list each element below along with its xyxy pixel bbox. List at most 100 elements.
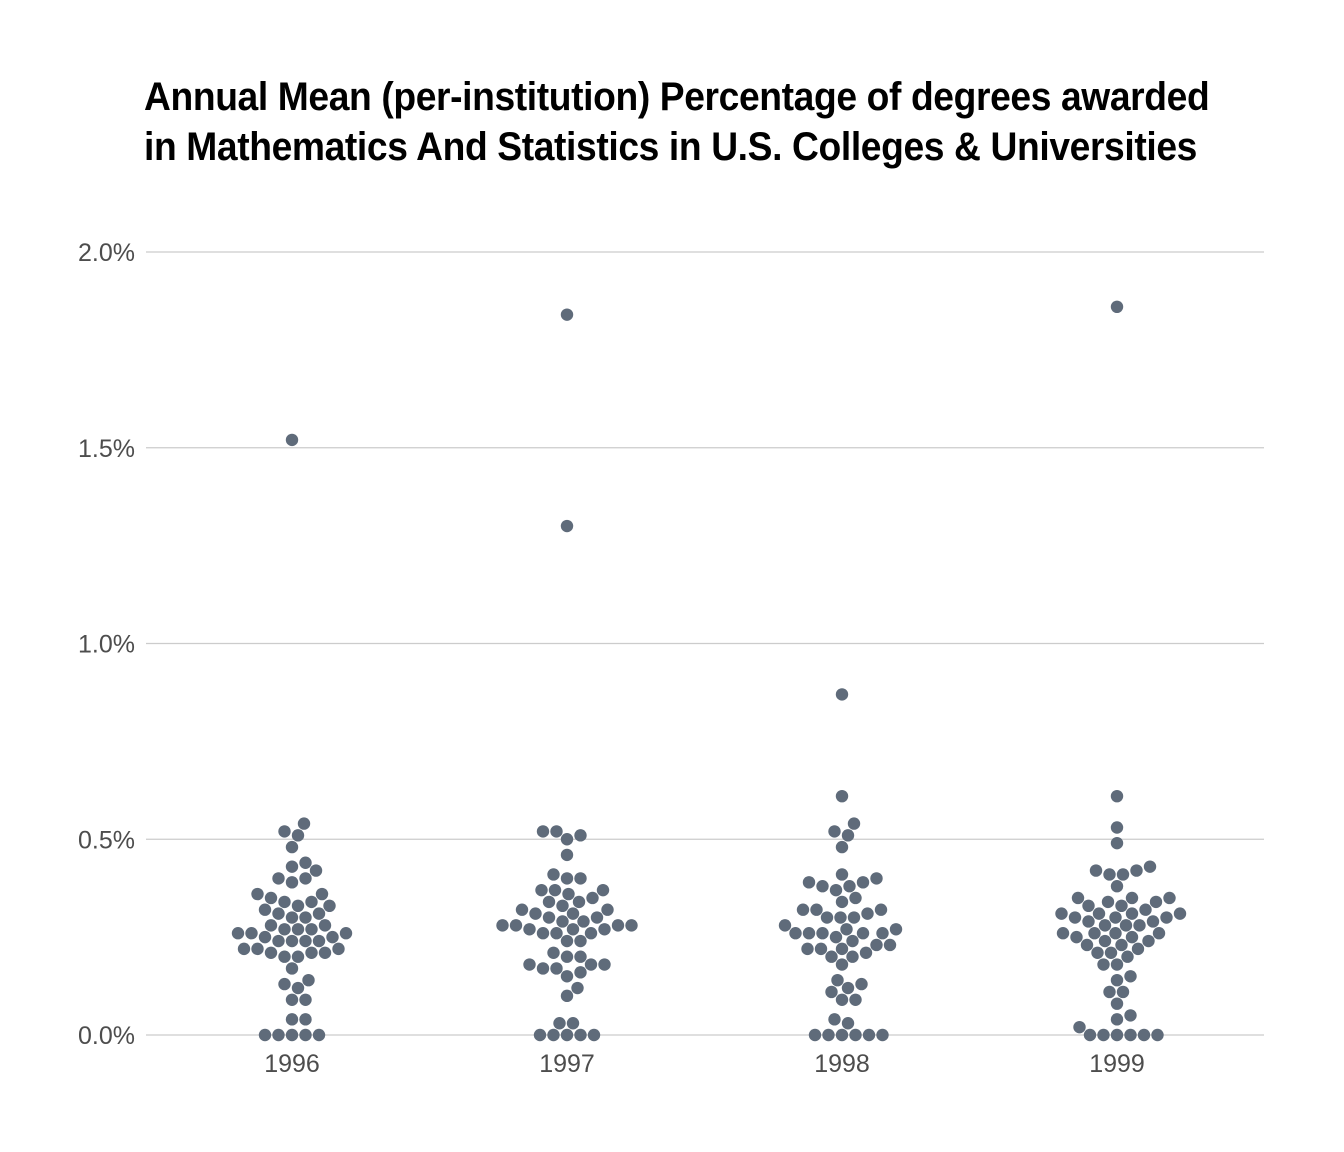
data-point <box>523 958 536 971</box>
data-point <box>285 433 299 447</box>
data-point <box>1103 868 1116 881</box>
data-point <box>847 911 861 924</box>
data-point <box>515 903 529 916</box>
data-point <box>560 872 574 885</box>
data-point <box>299 1013 312 1026</box>
chart-title: Annual Mean (per-institution) Percentage… <box>144 72 1241 172</box>
data-point <box>1116 985 1130 999</box>
y-tick-label: 0.0% <box>78 1022 135 1050</box>
data-point <box>1151 1028 1164 1042</box>
data-point <box>601 903 614 916</box>
data-point <box>1068 911 1082 924</box>
data-point <box>302 973 315 987</box>
data-point <box>843 880 856 893</box>
data-point <box>1125 930 1139 944</box>
data-point <box>560 848 574 862</box>
data-point <box>841 981 855 995</box>
data-point <box>285 993 299 1006</box>
data-point <box>264 891 278 905</box>
data-point <box>312 907 326 920</box>
data-point <box>560 308 574 321</box>
data-point <box>560 519 574 533</box>
data-point <box>1097 1028 1110 1042</box>
data-point <box>291 950 305 963</box>
data-point <box>1163 891 1176 905</box>
data-point <box>859 946 873 959</box>
data-point <box>574 934 587 948</box>
data-point <box>1083 1028 1097 1042</box>
data-point <box>1110 300 1124 314</box>
data-point <box>789 927 802 940</box>
data-point <box>574 829 587 842</box>
y-axis-tick-labels: 0.0% 0.5% 1.0% 1.5% 2.0% <box>78 239 135 1050</box>
data-point <box>1143 860 1157 873</box>
data-point <box>584 927 598 940</box>
data-point <box>1160 911 1173 924</box>
data-point <box>285 1013 299 1026</box>
data-point <box>870 872 883 885</box>
data-point <box>547 946 560 959</box>
data-point <box>1110 1028 1124 1042</box>
data-point <box>315 887 329 901</box>
data-point <box>840 923 853 936</box>
data-point <box>876 1028 889 1042</box>
data-point <box>816 927 829 940</box>
data-point <box>572 895 586 909</box>
data-point <box>876 927 889 940</box>
data-point <box>312 934 326 948</box>
x-tick-label: 1997 <box>539 1050 595 1078</box>
data-point <box>272 1028 285 1042</box>
data-point <box>825 950 838 963</box>
data-point <box>550 927 563 940</box>
data-point <box>1119 919 1133 932</box>
data-point <box>1149 895 1163 909</box>
data-point <box>1142 934 1155 948</box>
data-point <box>1124 970 1137 983</box>
gridlines <box>146 251 1264 1036</box>
data-point <box>574 950 587 963</box>
data-point <box>849 1028 862 1042</box>
data-point <box>841 1017 855 1030</box>
data-point <box>810 903 823 916</box>
data-point <box>571 981 584 995</box>
data-point <box>1070 930 1083 944</box>
data-point <box>611 919 625 932</box>
data-point <box>1097 958 1110 971</box>
data-point <box>251 942 264 956</box>
data-point <box>285 840 299 854</box>
data-point <box>835 868 849 881</box>
data-point <box>835 840 849 854</box>
data-point <box>536 825 550 838</box>
data-point <box>1088 927 1101 940</box>
data-point <box>1124 1009 1137 1022</box>
data-point <box>496 919 509 932</box>
data-point <box>1104 946 1118 959</box>
data-point <box>1092 907 1106 920</box>
data-point <box>802 876 816 889</box>
data-point <box>1091 946 1104 959</box>
chart-title-line-2: in Mathematics And Statistics in U.S. Co… <box>144 125 1197 169</box>
data-point <box>1110 836 1124 850</box>
y-tick-label: 1.5% <box>78 435 135 463</box>
data-point <box>1110 997 1124 1010</box>
data-point <box>574 872 587 885</box>
data-point <box>828 1013 841 1026</box>
data-point <box>1089 864 1103 877</box>
data-point <box>285 934 299 948</box>
data-point <box>550 962 563 975</box>
data-point <box>556 899 569 913</box>
data-point <box>297 817 311 830</box>
data-point <box>264 919 278 932</box>
data-point <box>856 927 870 940</box>
data-point <box>547 868 560 881</box>
data-point <box>272 872 285 885</box>
y-tick-label: 1.0% <box>78 631 135 659</box>
data-point <box>339 927 353 940</box>
data-point <box>560 833 574 846</box>
data-points <box>231 300 1187 1042</box>
data-point <box>1131 942 1145 956</box>
chart-title-line-1: Annual Mean (per-institution) Percentage… <box>144 75 1210 119</box>
data-point <box>1082 915 1095 928</box>
data-point <box>272 907 285 920</box>
data-point <box>285 911 299 924</box>
